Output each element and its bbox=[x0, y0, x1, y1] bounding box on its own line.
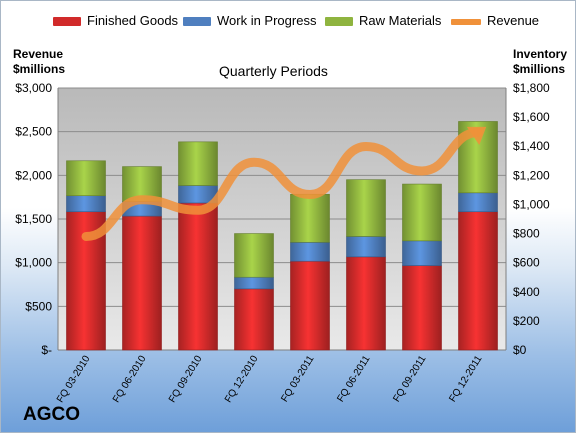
bar-raw-materials bbox=[178, 141, 218, 186]
left-tick-label: $500 bbox=[25, 299, 52, 313]
legend-item-raw-materials: Raw Materials bbox=[325, 13, 441, 28]
bar-finished-goods bbox=[346, 256, 386, 351]
revenue-line bbox=[81, 128, 483, 241]
left-axis-title-line1: Revenue bbox=[13, 47, 64, 61]
left-tick-label: $2,000 bbox=[15, 168, 52, 182]
bar-work-in-progress bbox=[66, 195, 106, 213]
bar-raw-materials bbox=[66, 160, 106, 197]
right-tick-label: $200 bbox=[513, 314, 540, 328]
bar-finished-goods bbox=[458, 211, 498, 351]
legend-item-revenue: Revenue bbox=[451, 13, 539, 28]
legend-swatch-finished-goods bbox=[53, 17, 81, 27]
bar-finished-goods bbox=[290, 260, 330, 351]
bar-raw-materials bbox=[346, 179, 386, 237]
right-axis-title: Inventory $millions bbox=[513, 47, 567, 77]
bar-finished-goods bbox=[122, 215, 162, 351]
legend-item-work-in-progress: Work in Progress bbox=[183, 13, 316, 28]
chart-title: Quarterly Periods bbox=[219, 63, 328, 79]
bar-work-in-progress bbox=[458, 192, 498, 213]
x-tick-label: FQ 03-2011 bbox=[279, 353, 316, 404]
left-tick-label: $1,000 bbox=[15, 256, 52, 270]
right-tick-label: $600 bbox=[513, 256, 540, 270]
bar-raw-materials bbox=[234, 233, 274, 278]
bar-work-in-progress bbox=[290, 241, 330, 262]
x-tick-label: FQ 12-2010 bbox=[223, 353, 261, 404]
right-axis-title-line2: $millions bbox=[513, 62, 566, 76]
x-tick-label: FQ 06-2011 bbox=[335, 353, 372, 404]
x-tick-label: FQ 03-2010 bbox=[55, 353, 93, 404]
x-tick-label: FQ 09-2011 bbox=[391, 353, 428, 404]
legend-swatch-raw-materials bbox=[325, 17, 353, 27]
legend-label-revenue: Revenue bbox=[487, 13, 540, 28]
right-tick-label: $1,800 bbox=[513, 81, 550, 95]
x-tick-label: FQ 06-2010 bbox=[111, 353, 149, 404]
right-tick-label: $0 bbox=[513, 343, 527, 357]
revenue-arrowhead bbox=[466, 126, 487, 146]
legend-label-raw-materials: Raw Materials bbox=[359, 13, 442, 28]
bar-finished-goods bbox=[234, 288, 274, 351]
right-tick-label: $400 bbox=[513, 285, 540, 299]
bar-work-in-progress bbox=[234, 276, 274, 290]
right-tick-label: $1,600 bbox=[513, 110, 550, 124]
bar-finished-goods bbox=[178, 202, 218, 351]
left-tick-label: $3,000 bbox=[15, 81, 52, 95]
company-name: AGCO bbox=[23, 404, 80, 425]
left-tick-label: $2,500 bbox=[15, 125, 52, 139]
left-tick-label: $- bbox=[41, 343, 52, 357]
legend-item-finished-goods: Finished Goods bbox=[53, 13, 178, 28]
left-axis-title-line2: $millions bbox=[13, 62, 66, 76]
left-axis-title: Revenue $millions bbox=[13, 47, 65, 77]
right-tick-label: $1,200 bbox=[513, 168, 550, 182]
right-axis-title-line1: Inventory bbox=[513, 47, 568, 61]
x-tick-label: FQ 12-2011 bbox=[447, 353, 484, 404]
legend-label-work-in-progress: Work in Progress bbox=[217, 13, 317, 28]
right-tick-label: $1,000 bbox=[513, 197, 550, 211]
right-tick-label: $1,400 bbox=[513, 139, 550, 153]
bar-raw-materials bbox=[290, 193, 330, 243]
x-tick-label: FQ 09-2010 bbox=[167, 353, 205, 404]
left-tick-label: $1,500 bbox=[15, 212, 52, 226]
legend-swatch-work-in-progress bbox=[183, 17, 211, 27]
bar-work-in-progress bbox=[402, 240, 442, 266]
right-tick-label: $800 bbox=[513, 227, 540, 241]
legend-label-finished-goods: Finished Goods bbox=[87, 13, 179, 28]
bar-work-in-progress bbox=[346, 236, 386, 258]
bar-raw-materials bbox=[402, 183, 442, 242]
bar-finished-goods bbox=[402, 265, 442, 351]
legend-swatch-revenue bbox=[451, 18, 481, 25]
